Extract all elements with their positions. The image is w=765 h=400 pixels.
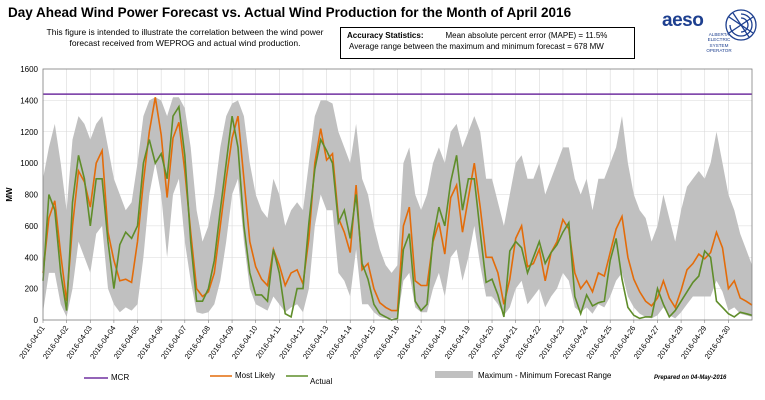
stats-range: Average range between the maximum and mi… — [349, 42, 604, 51]
y-tick-label: 800 — [25, 191, 39, 200]
actual-line — [42, 104, 753, 321]
legend-actual-label: Actual — [310, 377, 333, 386]
stats-mape: Mean absolute percent error (MAPE) = 11.… — [445, 31, 608, 40]
y-tick-label: 1600 — [20, 65, 38, 74]
y-tick-label: 1000 — [20, 159, 38, 168]
logo-swirl-icon — [725, 9, 757, 41]
accuracy-statistics-box: Accuracy Statistics: Mean absolute percen… — [340, 27, 635, 59]
chart-subtitle: This figure is intended to illustrate th… — [46, 27, 324, 48]
legend-swatches — [84, 371, 473, 379]
stats-row-mape: Accuracy Statistics: Mean absolute percen… — [347, 30, 628, 41]
y-tick-label: 1400 — [20, 96, 38, 105]
logo-wordmark: aeso — [662, 10, 704, 31]
prepared-date: Prepared on 04-May-2016 — [654, 375, 727, 381]
y-tick-label: 200 — [25, 285, 39, 294]
y-tick-label: 600 — [25, 222, 39, 231]
aeso-logo: aeso ALBERTA ELECTRIC SYSTEM OPERATOR — [660, 6, 760, 62]
y-tick-label: 400 — [25, 253, 39, 262]
legend-mcr-label: MCR — [111, 373, 130, 382]
stats-label: Accuracy Statistics: — [347, 31, 424, 40]
y-axis-ticks: 0 200 400 600 800 1000 1200 1400 1600 — [20, 65, 38, 325]
x-axis-ticks: 2016-04-012016-04-022016-04-032016-04-04… — [17, 320, 732, 361]
legend-most-likely-label: Most Likely — [235, 371, 276, 380]
legend-range-swatch — [435, 371, 473, 378]
y-tick-label: 0 — [34, 316, 39, 325]
legend-range-label: Maximum - Minimum Forecast Range — [478, 371, 612, 380]
range-area — [43, 97, 752, 319]
y-tick-label: 1200 — [20, 128, 38, 137]
y-axis-label: MW — [5, 187, 14, 202]
chart-title: Day Ahead Wind Power Forecast vs. Actual… — [8, 5, 572, 20]
logo-subtext: ALBERTA ELECTRIC SYSTEM OPERATOR — [706, 32, 732, 54]
